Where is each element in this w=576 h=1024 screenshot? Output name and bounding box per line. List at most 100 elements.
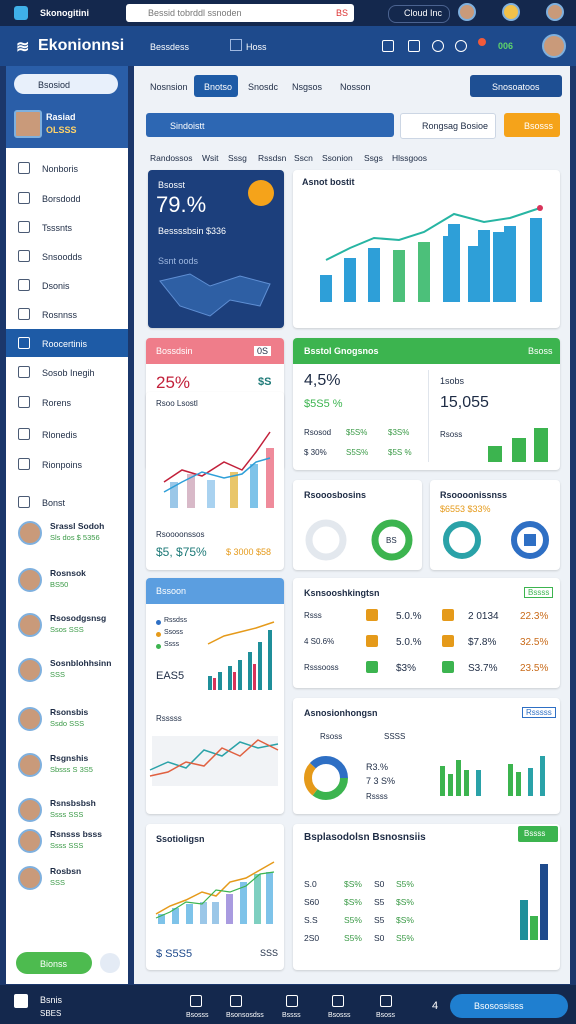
person-avatar <box>18 753 42 777</box>
hero-sub: Bessssbsin $336 <box>158 226 227 236</box>
filter-search-text: Sindoistt <box>170 121 205 131</box>
person-avatar <box>18 658 42 682</box>
user-avatar[interactable] <box>542 34 566 58</box>
tab[interactable]: Nosson <box>340 82 371 92</box>
person-name[interactable]: Rsnsss bsss <box>50 829 102 839</box>
filter-toggle[interactable] <box>400 113 496 139</box>
status-pill[interactable] <box>388 5 450 23</box>
person-name[interactable]: Srassl Sodoh <box>50 521 105 531</box>
avatar[interactable] <box>546 3 564 21</box>
menu-item[interactable]: Tsssnts <box>42 223 73 233</box>
tab[interactable]: Nsgsos <box>292 82 323 92</box>
subtab[interactable]: Ssonion <box>322 153 353 163</box>
bottom-icon[interactable] <box>190 995 202 1007</box>
table-button[interactable] <box>518 826 558 842</box>
tab[interactable]: Bnotso <box>204 82 233 92</box>
person-avatar <box>18 798 42 822</box>
card-action[interactable]: Bssss <box>524 587 554 598</box>
card-title: Bssoon <box>156 586 187 596</box>
hero-label: Bsosst <box>158 180 186 190</box>
bottom-count: 4 <box>432 1000 439 1012</box>
bottom-nav-item[interactable]: Bsoss <box>376 1012 396 1019</box>
card-value: R3.% <box>366 762 389 772</box>
table-cell: S5% <box>344 915 362 925</box>
legend-dot <box>156 644 161 649</box>
person-sub: Ssss SSS <box>50 841 84 850</box>
sidebar-search-text: Bsosiod <box>38 80 71 90</box>
card-total: $5, $75% <box>156 545 207 559</box>
person-name[interactable]: Sosnblohhsinn <box>50 658 112 668</box>
bottom-button[interactable] <box>450 994 568 1018</box>
person-name[interactable]: Rsgnshis <box>50 753 89 763</box>
icon[interactable] <box>408 40 420 52</box>
menu-item[interactable]: Rionpoins <box>42 460 83 470</box>
subtab[interactable]: Hlssgoos <box>392 153 427 163</box>
tab[interactable]: Nosnsion <box>150 82 188 92</box>
menu-item[interactable]: Borsdodd <box>42 194 81 204</box>
notification[interactable] <box>502 3 520 21</box>
subtab[interactable]: Sscn <box>294 153 313 163</box>
avatar[interactable] <box>458 3 476 21</box>
person-avatar <box>18 613 42 637</box>
table-cell: S.S <box>304 915 318 925</box>
icon[interactable] <box>432 40 444 52</box>
subtab[interactable]: Rssdsn <box>258 153 287 163</box>
menu-item[interactable]: Sosob Inegih <box>42 368 95 378</box>
person-name[interactable]: Rosbsn <box>50 866 82 876</box>
menu-item[interactable]: Rosnnss <box>42 310 78 320</box>
card-title: Rsoooonissnss <box>440 490 508 500</box>
nav-item[interactable]: Bessdess <box>150 42 190 52</box>
menu-item[interactable]: Roocertinis <box>42 339 88 349</box>
bottom-nav-item[interactable]: Bsosss <box>328 1012 351 1019</box>
menu-item[interactable]: Snsoodds <box>42 252 83 262</box>
rank-icon <box>366 661 378 673</box>
person-name[interactable]: Rsosodgsnsg <box>50 613 107 623</box>
rank-cell: $7.8% <box>468 637 497 648</box>
card <box>293 578 560 688</box>
tab[interactable]: Snosdc <box>248 82 279 92</box>
bottom-nav-item[interactable]: Bsosss <box>186 1012 209 1019</box>
rank-icon <box>442 661 454 673</box>
search-box[interactable] <box>126 4 354 22</box>
bottom-nav-item[interactable]: Bsonsosdss <box>226 1012 264 1019</box>
card-value: 7 3 S% <box>366 776 396 786</box>
chip[interactable]: Rsoss <box>320 732 343 741</box>
person-name[interactable]: Rosnsok <box>50 568 86 578</box>
person-sub: Ssss SSS <box>50 810 84 819</box>
filter-search[interactable] <box>146 113 394 137</box>
bottom-icon[interactable] <box>332 995 344 1007</box>
collapse[interactable] <box>100 953 120 973</box>
card-value: EAS5 <box>156 670 185 682</box>
person-avatar <box>18 521 42 545</box>
sidebar-button[interactable] <box>16 952 92 974</box>
subtab[interactable]: Wsit <box>202 153 219 163</box>
card-action[interactable]: Bsoss <box>528 346 553 356</box>
bottom-icon[interactable] <box>380 995 392 1007</box>
icon[interactable] <box>382 40 394 52</box>
sidebar-search[interactable] <box>14 74 118 94</box>
search-button[interactable] <box>470 75 562 97</box>
card-label: Rssss <box>366 792 388 801</box>
nav-item[interactable]: Hoss <box>246 42 267 52</box>
bottom-icon[interactable] <box>230 995 242 1007</box>
table-cell: S.0 <box>304 879 317 889</box>
menu-item[interactable]: Dsonis <box>42 281 70 291</box>
subtab[interactable]: Randossos <box>150 153 193 163</box>
subtab[interactable]: Ssgs <box>364 153 383 163</box>
bottom-icon[interactable] <box>286 995 298 1007</box>
chip[interactable]: SSSS <box>384 732 406 741</box>
card-action[interactable]: Rsssss <box>522 707 556 718</box>
menu-item[interactable]: Rorens <box>42 398 72 408</box>
menu-item[interactable]: Nonboris <box>42 164 79 174</box>
person-name[interactable]: Rsnsbsbsh <box>50 798 96 808</box>
mini-bars <box>488 428 548 462</box>
filter-button[interactable] <box>504 113 560 137</box>
icon[interactable] <box>455 40 467 52</box>
card-title: Bsstol Gnogsnos <box>304 346 379 356</box>
person-name[interactable]: Rsonsbis <box>50 707 89 717</box>
person-avatar <box>18 707 42 731</box>
bottom-nav-item[interactable]: Bssss <box>282 1012 301 1019</box>
menu-item[interactable]: Bonst <box>42 498 66 508</box>
menu-item[interactable]: Rlonedis <box>42 430 78 440</box>
subtab[interactable]: Sssg <box>228 153 247 163</box>
